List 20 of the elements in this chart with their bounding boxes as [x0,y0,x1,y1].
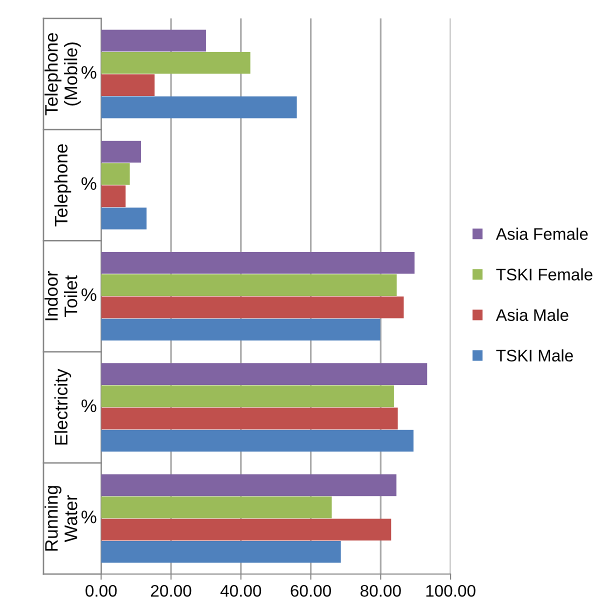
text: % [82,510,96,524]
x-tick-label: 40.00 [220,584,262,597]
legend-label: TSKI Male [496,349,573,362]
y-tick-label: Indoor Toilet [44,270,78,320]
y-tick-label: Electricity [54,368,72,445]
text: % [82,177,96,190]
text: % [82,400,96,412]
text: % [82,66,96,79]
legend-label: Asia Female [496,228,588,240]
y-tick-label: Running Water [44,486,78,551]
x-tick-label: 20.00 [151,584,192,597]
x-tick-label: 100.00 [426,584,476,597]
legend-label: TSKI Female [496,268,592,280]
x-tick-label: 80.00 [360,584,401,597]
text: % [82,288,96,302]
y-tick-label: Telephone [54,144,72,226]
x-tick-label: 0.00 [86,584,117,597]
x-tick-label: 60.00 [290,584,331,597]
y-tick-label: Telephone (Mobile) [44,33,81,116]
legend-label: Asia Male [496,308,568,321]
